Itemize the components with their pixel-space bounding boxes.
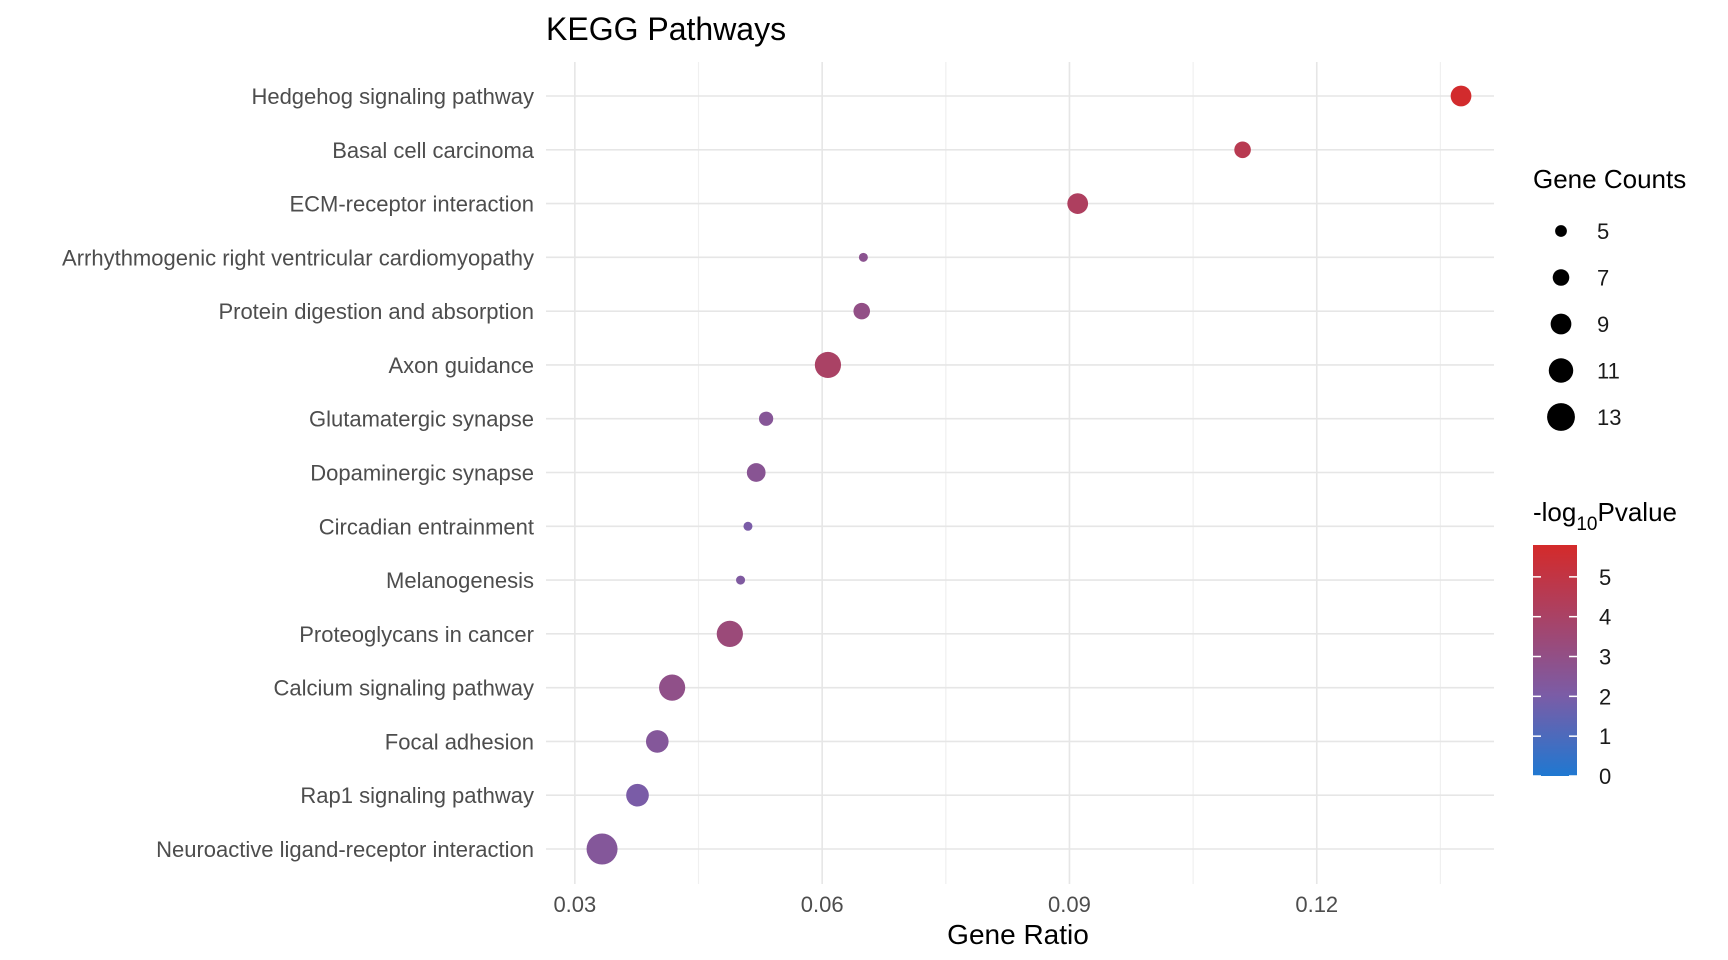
size-legend-title: Gene Counts	[1533, 164, 1686, 194]
data-point	[716, 620, 743, 647]
color-legend-bar	[1533, 545, 1577, 776]
color-legend-title-suffix: Pvalue	[1598, 497, 1678, 527]
data-point	[743, 521, 753, 531]
x-tick-label: 0.12	[1295, 892, 1338, 917]
x-tick-label: 0.06	[801, 892, 844, 917]
data-point	[645, 730, 669, 753]
data-point	[1067, 193, 1089, 214]
plot-panel	[546, 62, 1494, 884]
size-legend-key	[1550, 313, 1572, 335]
y-tick-label: Circadian entrainment	[319, 514, 534, 539]
y-tick-label: Arrhythmogenic right ventricular cardiom…	[62, 245, 534, 270]
y-tick-label: Melanogenesis	[386, 568, 534, 593]
size-legend-label: 7	[1597, 266, 1609, 291]
color-legend: -log10Pvalue 0 1 2 3 4 5	[1533, 497, 1677, 789]
data-point	[858, 252, 868, 262]
data-point	[758, 411, 774, 426]
data-point	[853, 302, 871, 320]
size-legend: Gene Counts 5 7 9 11 13	[1533, 164, 1686, 431]
data-point	[626, 783, 649, 807]
color-legend-title-subscript: 10	[1576, 514, 1597, 535]
size-legend-label: 9	[1597, 312, 1609, 337]
size-legend-key	[1555, 225, 1567, 237]
color-legend-title-prefix: -log	[1533, 497, 1576, 527]
size-legend-label: 5	[1597, 219, 1609, 244]
data-point	[814, 351, 842, 379]
size-legend-key	[1547, 403, 1575, 431]
y-tick-label: Basal cell carcinoma	[332, 138, 535, 163]
color-legend-label: 0	[1599, 764, 1611, 789]
y-tick-label: Glutamatergic synapse	[309, 407, 534, 432]
y-tick-label: Axon guidance	[388, 353, 534, 378]
x-tick-label: 0.09	[1048, 892, 1091, 917]
y-tick-label: Hedgehog signaling pathway	[251, 84, 534, 109]
size-legend-label: 13	[1597, 405, 1621, 430]
y-tick-label: Rap1 signaling pathway	[300, 783, 534, 808]
y-tick-label: Neuroactive ligand-receptor interaction	[156, 837, 534, 862]
color-legend-label: 2	[1599, 684, 1611, 709]
color-legend-label: 5	[1599, 565, 1611, 590]
data-point	[659, 674, 686, 701]
data-points	[586, 85, 1472, 865]
y-tick-label: Proteoglycans in cancer	[299, 622, 534, 647]
x-tick-label: 0.03	[553, 892, 596, 917]
grid-lines	[546, 62, 1494, 884]
size-legend-label: 11	[1597, 359, 1620, 384]
x-axis-title: Gene Ratio	[947, 919, 1089, 950]
data-point	[1450, 85, 1472, 107]
color-legend-label: 1	[1599, 724, 1611, 749]
y-tick-label: Protein digestion and absorption	[218, 299, 534, 324]
chart-title: KEGG Pathways	[546, 11, 786, 47]
y-axis-labels: Hedgehog signaling pathway Basal cell car…	[62, 84, 535, 862]
data-point	[586, 833, 618, 865]
x-axis-ticks: 0.03 0.06 0.09 0.12	[553, 892, 1338, 917]
y-tick-label: Focal adhesion	[385, 729, 534, 754]
size-legend-key	[1552, 269, 1570, 286]
data-point	[746, 463, 766, 482]
size-legend-key	[1548, 358, 1574, 383]
y-tick-label: ECM-receptor interaction	[289, 192, 534, 217]
data-point	[736, 575, 746, 585]
color-legend-label: 3	[1599, 645, 1611, 670]
y-tick-label: Calcium signaling pathway	[274, 676, 534, 701]
color-legend-title: -log10Pvalue	[1533, 497, 1677, 535]
y-tick-label: Dopaminergic synapse	[310, 461, 534, 486]
color-legend-label: 4	[1599, 605, 1611, 630]
data-point	[1234, 141, 1251, 159]
